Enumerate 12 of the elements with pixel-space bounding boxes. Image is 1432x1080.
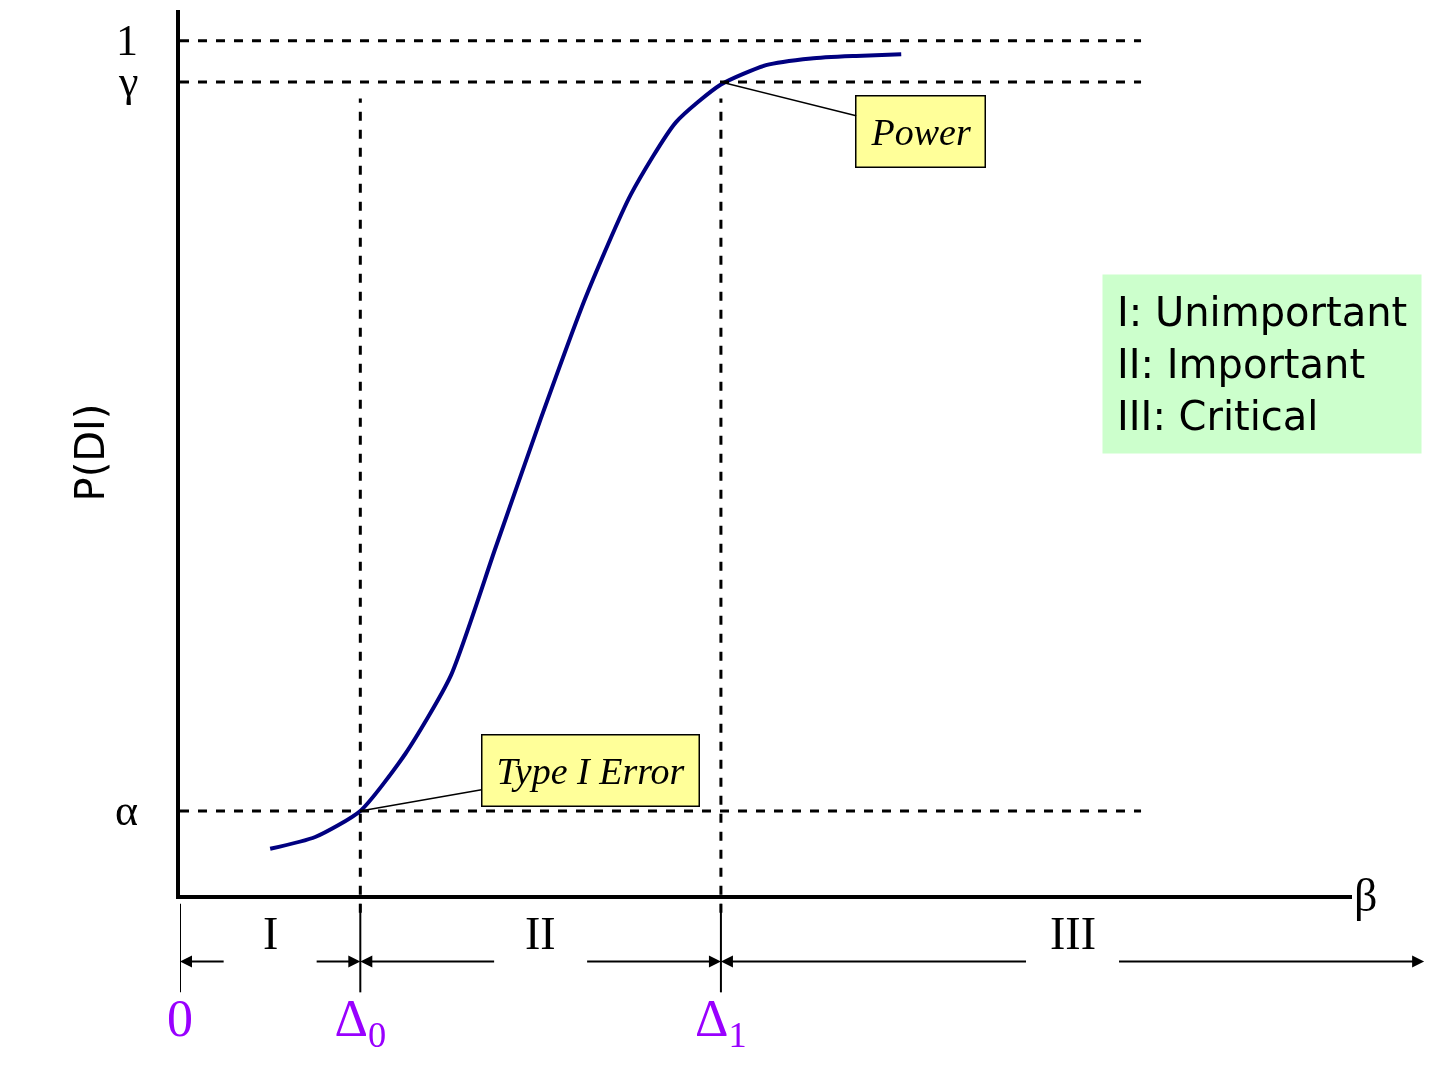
annotation: Power <box>870 110 971 153</box>
x-axis-title: β <box>1354 870 1378 921</box>
text: II <box>525 908 556 959</box>
y-axis-title: P(DI) <box>67 403 113 502</box>
text: I <box>263 908 279 959</box>
annotation: I: Unimportant II: Important III: Critical <box>1117 289 1408 439</box>
annotation: Type I Error <box>496 749 685 792</box>
text: III <box>1050 908 1096 959</box>
ref-line-label: α <box>115 786 139 835</box>
x-tick-label: 0 <box>167 990 193 1048</box>
x-tick-label: Δ$_{1}$ <box>695 990 747 1056</box>
x-tick-label: Δ$_{0}$ <box>334 990 387 1056</box>
